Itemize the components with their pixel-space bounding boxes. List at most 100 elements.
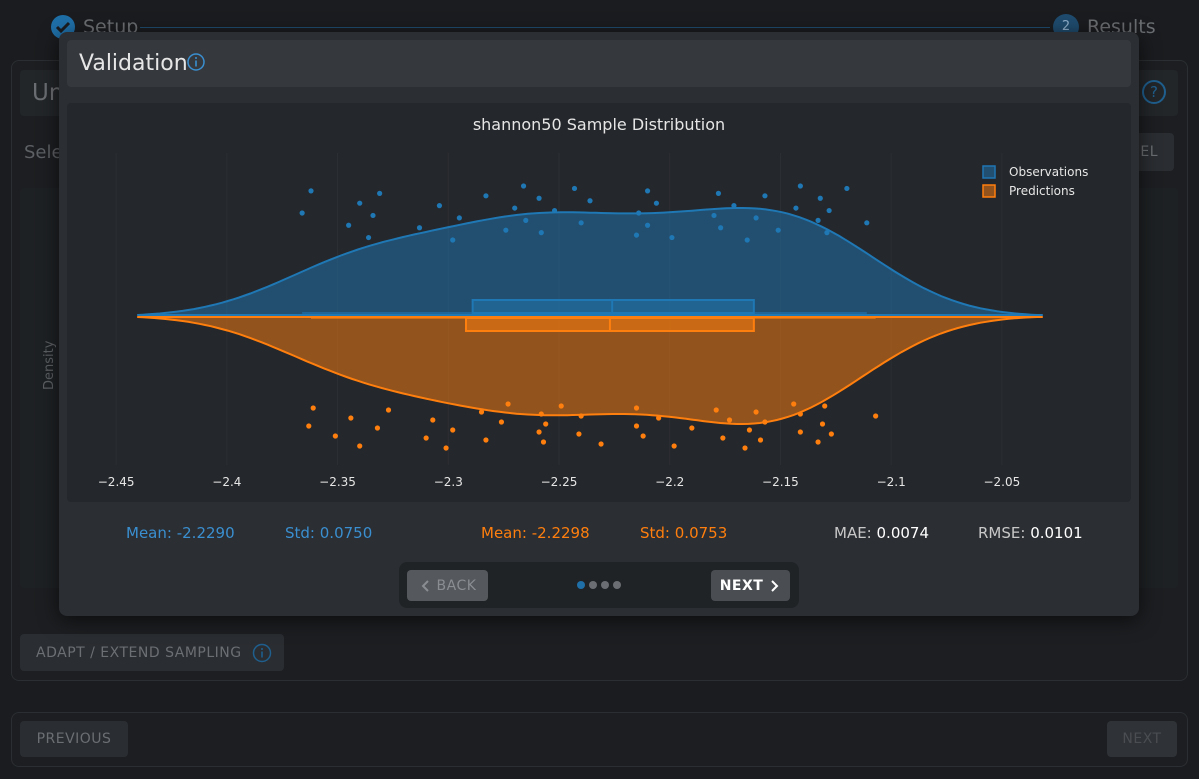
violin — [137, 316, 1043, 425]
point — [483, 193, 489, 199]
legend-label: Predictions — [1009, 184, 1075, 198]
point — [744, 237, 750, 243]
y-axis-label: Density — [42, 340, 57, 390]
stat-value: -2.2290 — [176, 524, 235, 542]
stat: Std: 0.0750 — [285, 524, 372, 542]
next-button[interactable]: NEXT — [711, 570, 790, 601]
point — [689, 425, 695, 431]
point — [797, 429, 803, 435]
point — [370, 212, 376, 219]
x-tick-label: −2.05 — [983, 475, 1020, 489]
button-label: ADAPT / EXTEND SAMPLING — [36, 644, 242, 661]
info-icon — [252, 643, 271, 662]
point — [718, 225, 724, 231]
x-tick-label: −2.25 — [541, 475, 578, 489]
previous-button[interactable]: PREVIOUS — [20, 721, 128, 757]
point — [306, 423, 312, 429]
point — [450, 427, 456, 433]
info-icon[interactable] — [186, 52, 206, 72]
point — [715, 190, 722, 196]
point — [762, 193, 768, 199]
next-button[interactable]: NEXT — [1107, 721, 1177, 757]
point — [505, 401, 511, 407]
point — [636, 210, 642, 216]
point — [726, 417, 733, 423]
point — [483, 437, 489, 443]
point — [576, 431, 582, 437]
point — [762, 419, 768, 425]
point — [423, 435, 429, 441]
point — [828, 431, 834, 437]
point — [644, 222, 651, 228]
legend-label: Observations — [1009, 165, 1088, 179]
footer-bar — [11, 712, 1188, 767]
point — [815, 439, 821, 445]
point — [540, 439, 547, 445]
point — [753, 215, 759, 221]
stat: Mean: -2.2290 — [126, 524, 235, 542]
point — [498, 419, 505, 425]
stat-label: Std: — [640, 524, 670, 542]
step-connector — [140, 27, 1050, 28]
point — [797, 183, 803, 189]
point — [822, 403, 828, 409]
page-dots — [577, 581, 621, 589]
point — [757, 437, 764, 443]
point — [873, 413, 879, 419]
point — [365, 234, 372, 241]
stat-label: Std: — [285, 524, 315, 542]
adapt-button[interactable]: ADAPT / EXTEND SAMPLING — [20, 634, 284, 671]
point — [377, 190, 383, 196]
point — [713, 407, 719, 413]
point — [656, 415, 662, 421]
point — [551, 207, 558, 214]
x-tick-label: −2.4 — [212, 475, 241, 489]
stat: MAE: 0.0074 — [834, 524, 929, 542]
point — [797, 411, 803, 417]
point — [538, 230, 544, 236]
point — [826, 207, 832, 214]
point — [775, 227, 781, 233]
x-tick-label: −2.15 — [762, 475, 799, 489]
x-tick-label: −2.2 — [655, 475, 684, 489]
x-tick-label: −2.35 — [319, 475, 356, 489]
point — [346, 222, 352, 228]
point — [520, 183, 527, 189]
legend-swatch — [982, 165, 996, 179]
stat-label: RMSE: — [978, 524, 1026, 542]
point — [587, 198, 593, 204]
box — [471, 299, 755, 314]
point — [653, 200, 660, 206]
point — [671, 443, 677, 449]
point — [793, 205, 799, 211]
point — [819, 421, 826, 427]
back-button[interactable]: BACK — [407, 570, 488, 601]
point — [310, 405, 316, 411]
stat-label: MAE: — [834, 524, 872, 542]
point — [536, 429, 542, 435]
point — [753, 409, 759, 415]
point — [742, 445, 748, 451]
help-icon[interactable]: ? — [1141, 79, 1167, 105]
point — [443, 445, 449, 451]
point — [416, 225, 423, 231]
point — [598, 441, 604, 447]
point — [571, 185, 578, 192]
x-tick-label: −2.3 — [434, 475, 463, 489]
point — [332, 433, 338, 439]
point — [558, 403, 564, 409]
point — [308, 188, 314, 194]
point — [450, 237, 456, 243]
point — [669, 234, 675, 241]
point — [456, 215, 462, 221]
point — [844, 185, 850, 192]
point — [824, 230, 830, 236]
x-tick-label: −2.45 — [98, 475, 135, 489]
button-label: NEXT — [719, 577, 764, 594]
violin — [137, 207, 1043, 316]
point — [644, 188, 651, 194]
point — [538, 411, 544, 417]
point — [711, 212, 717, 219]
point — [633, 405, 640, 411]
